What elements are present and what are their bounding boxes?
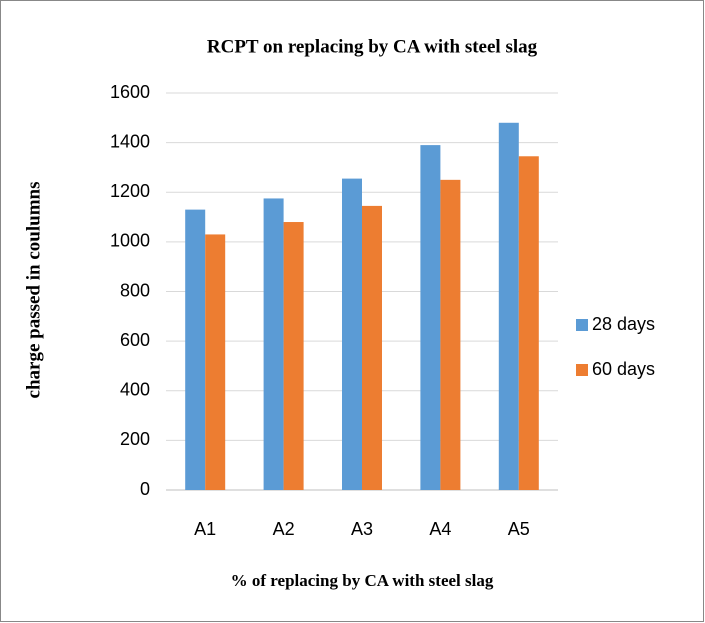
y-tick-label: 1200 [110,181,150,201]
y-tick-label: 600 [120,330,150,350]
x-tick-label: A3 [351,519,373,539]
bar [283,222,304,490]
y-tick-label: 1400 [110,131,150,151]
x-axis-title: % of replacing by CA with steel slag [231,571,494,590]
bar [263,198,284,490]
y-tick-label: 1000 [110,231,150,251]
bar [342,178,362,490]
y-tick-label: 800 [120,280,150,300]
legend-swatch [576,364,588,376]
bar [420,145,441,490]
bar [498,122,519,491]
bar [362,205,382,490]
y-tick-label: 200 [120,429,150,449]
x-tick-label: A4 [429,519,451,539]
x-tick-label: A2 [273,519,295,539]
bar [440,179,461,490]
legend-label: 28 days [592,314,655,334]
x-tick-label: A1 [194,519,216,539]
x-tick-label: A5 [508,519,530,539]
y-tick-label: 1600 [110,82,150,102]
bar [205,234,226,490]
y-tick-label: 400 [120,380,150,400]
y-tick-label: 0 [140,479,150,499]
bar [185,209,206,490]
bar [518,156,539,490]
y-axis-title: charge passed in coulumns [23,182,44,399]
chart-title: RCPT on replacing by CA with steel slag [207,36,538,57]
legend-swatch [576,319,588,331]
legend-label: 60 days [592,359,655,379]
